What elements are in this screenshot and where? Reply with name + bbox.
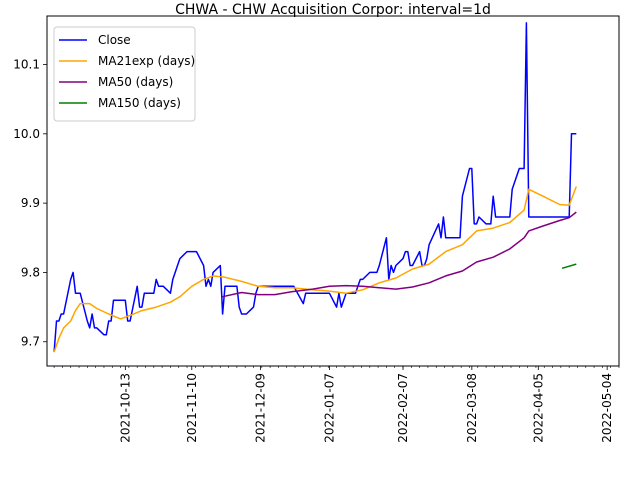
- y-tick-label: 9.9: [21, 196, 40, 210]
- chart-title: CHWA - CHW Acquisition Corpor: interval=…: [175, 2, 491, 18]
- series-layer: [53, 22, 578, 353]
- legend-label: MA150 (days): [98, 96, 181, 110]
- x-tick-label: 2022-02-07: [396, 373, 410, 443]
- y-tick-label: 10.1: [13, 58, 40, 72]
- series-line-3: [561, 263, 577, 270]
- y-tick-label: 10.0: [13, 127, 40, 141]
- legend-label: MA21exp (days): [98, 54, 195, 68]
- x-tick-label: 2022-01-07: [322, 373, 336, 443]
- series-line-1: [53, 186, 578, 353]
- legend-label: MA50 (days): [98, 75, 173, 89]
- plot-frame: [46, 15, 620, 367]
- legend-label: Close: [98, 33, 131, 47]
- series-line-2: [222, 211, 577, 298]
- x-tick-label: 2022-04-05: [531, 373, 545, 443]
- legend: Close MA21exp (days) MA50 (days) MA150 (day…: [53, 26, 196, 122]
- y-axis: 9.7 9.8 9.9 10.0 10.1: [13, 58, 47, 349]
- x-tick-label: 2022-05-04: [600, 373, 614, 443]
- x-axis: 2021-10-13 2021-11-10 2021-12-09 2022-01-07…: [53, 366, 620, 443]
- y-tick-label: 9.7: [21, 335, 40, 349]
- x-tick-label: 2021-10-13: [118, 373, 132, 443]
- x-tick-label: 2021-12-09: [254, 373, 268, 443]
- legend-box: [53, 26, 196, 122]
- y-tick-label: 9.8: [21, 265, 40, 279]
- series-line-0: [53, 22, 577, 353]
- x-tick-label: 2022-03-08: [465, 373, 479, 443]
- x-tick-label: 2021-11-10: [185, 373, 199, 443]
